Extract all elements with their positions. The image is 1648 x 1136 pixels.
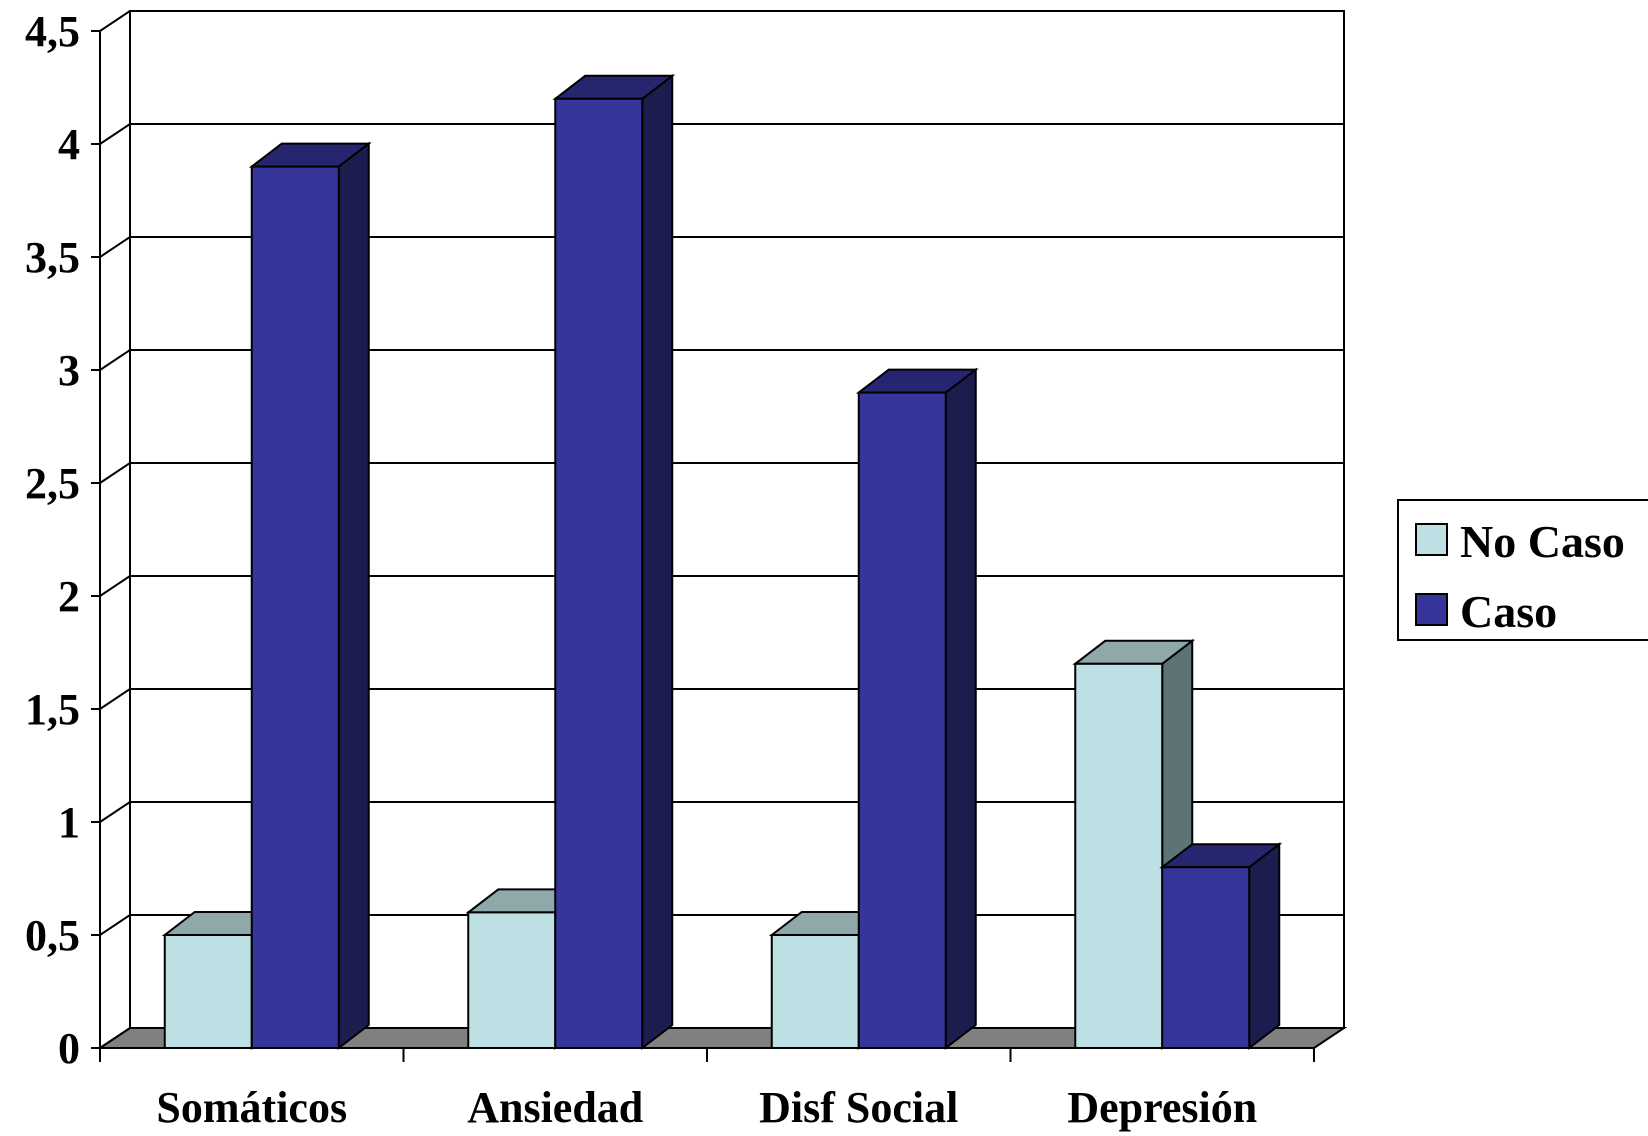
- y-tick-depth: [99, 10, 131, 32]
- y-tick-depth: [99, 914, 131, 936]
- bar-caso-3: [1159, 842, 1283, 1051]
- y-tick-labels: 0 0,5 1 1,5 2 2,5 3 3,5 4 4,5: [25, 7, 80, 1073]
- bar-side-face: [1248, 842, 1281, 1051]
- bar-caso-1: [552, 73, 676, 1051]
- y-tick-label: 2: [58, 572, 80, 621]
- category-label: Depresión: [1067, 1083, 1257, 1132]
- y-tick-label: 2,5: [25, 459, 80, 508]
- category-labels: Somáticos Ansiedad Disf Social Depresión: [156, 1083, 1257, 1132]
- bar-front-face: [250, 165, 340, 1050]
- bar-side-face: [641, 73, 674, 1051]
- y-tick-depth: [99, 236, 131, 258]
- y-tick-label: 1,5: [25, 685, 80, 734]
- y-tick-depth: [99, 349, 131, 371]
- legend-swatch-caso: [1415, 593, 1448, 626]
- bar-front-face: [770, 934, 860, 1049]
- category-label: Disf Social: [759, 1083, 958, 1132]
- bars: [161, 73, 1283, 1051]
- legend-label-no-caso: No Caso: [1460, 516, 1625, 567]
- y-tick-label: 4,5: [25, 7, 80, 56]
- bar-front-face: [1074, 662, 1164, 1049]
- y-tick-depth: [99, 575, 131, 597]
- bar-front-face: [857, 391, 947, 1050]
- axes: [91, 10, 1315, 1062]
- bar-front-face: [467, 911, 557, 1050]
- bar-caso-0: [248, 141, 372, 1051]
- category-label: Ansiedad: [467, 1083, 643, 1132]
- y-tick-label: 0,5: [25, 911, 80, 960]
- y-tick-label: 4: [58, 120, 80, 169]
- bar-side-face: [337, 141, 370, 1051]
- y-tick-depth: [99, 123, 131, 145]
- y-tick-label: 0: [58, 1024, 80, 1073]
- y-tick-label: 3,5: [25, 233, 80, 282]
- legend-swatch-no-caso: [1415, 523, 1448, 556]
- category-label: Somáticos: [156, 1083, 347, 1132]
- y-tick-depth: [99, 688, 131, 710]
- bar-caso-2: [855, 367, 979, 1051]
- y-tick-depth: [99, 1027, 131, 1049]
- bar-front-face: [163, 934, 253, 1049]
- bar-front-face: [1161, 866, 1251, 1050]
- bar-side-face: [944, 367, 977, 1051]
- legend: No Caso Caso: [1397, 499, 1648, 641]
- bar-front-face: [554, 97, 644, 1050]
- y-tick-label: 1: [58, 798, 80, 847]
- y-tick-depth: [99, 462, 131, 484]
- y-tick-depth: [99, 801, 131, 823]
- legend-label-caso: Caso: [1460, 586, 1557, 637]
- y-tick-label: 3: [58, 346, 80, 395]
